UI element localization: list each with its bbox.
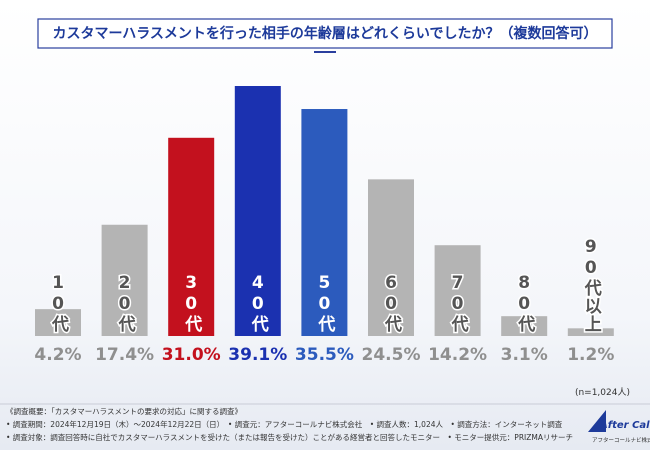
logo: After Call Navi	[599, 420, 650, 431]
value-label: 31.0%	[162, 345, 221, 365]
value-label: 1.2%	[567, 345, 614, 365]
value-label: 3.1%	[501, 345, 548, 365]
category-label: 20代	[115, 273, 137, 333]
category-label: 90代以上	[581, 237, 603, 333]
bar	[567, 328, 614, 336]
category-label: 10代	[48, 273, 70, 333]
value-label: 17.4%	[95, 345, 154, 365]
value-label: 39.1%	[228, 345, 287, 365]
bar	[368, 179, 414, 336]
footer-line: • 調査対象：調査回答時に自社でカスタマーハラスメントを受けた（または報告を受け…	[6, 432, 573, 442]
category-label: 60代	[381, 273, 403, 333]
value-label: 24.5%	[362, 345, 421, 365]
bar	[35, 309, 81, 336]
bar	[301, 109, 348, 336]
bar	[434, 245, 481, 336]
chart-title: カスタマーハラスメントを行った相手の年齢層はどれくらいでしたか？（複数回答可）	[52, 25, 597, 42]
category-label: 30代	[181, 273, 203, 333]
bar	[501, 316, 548, 336]
bar	[101, 224, 148, 336]
logo-mark	[588, 410, 606, 432]
value-label: 14.2%	[428, 345, 487, 365]
category-label: 40代	[248, 273, 270, 333]
bar	[234, 86, 281, 336]
bar	[168, 137, 215, 336]
category-label: 80代	[514, 273, 536, 333]
value-label: 4.2%	[34, 345, 81, 365]
footer-line: • 調査期間：2024年12月19日（木）～2024年12月22日（日） • 調…	[6, 419, 563, 429]
sample-note: (n=1,024人)	[575, 387, 630, 398]
category-label: 50代	[314, 273, 336, 333]
title-box	[37, 18, 613, 49]
value-label: 35.5%	[295, 345, 354, 365]
category-label: 70代	[448, 273, 470, 333]
footer-line: 《調査概要：「カスタマーハラスメントの要求の対応」に関する調査》	[6, 406, 242, 416]
logo-sub: アフターコールナビ株式会社	[592, 436, 650, 444]
